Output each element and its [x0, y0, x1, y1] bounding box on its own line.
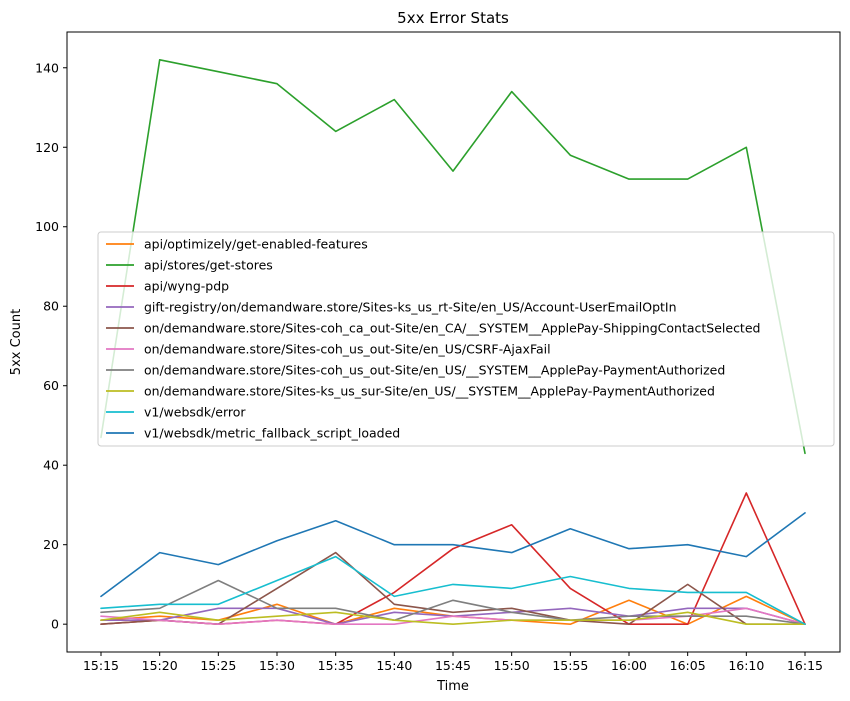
x-axis-title: Time — [436, 679, 469, 694]
x-tick-label: 15:25 — [200, 658, 236, 673]
legend-label: v1/websdk/error — [144, 405, 246, 420]
chart-title: 5xx Error Stats — [397, 9, 509, 27]
x-tick-label: 15:50 — [494, 658, 530, 673]
legend-label: on/demandware.store/Sites-coh_ca_out-Sit… — [144, 321, 760, 336]
legend-label: gift-registry/on/demandware.store/Sites-… — [144, 300, 677, 315]
y-tick-label: 20 — [43, 537, 59, 552]
y-tick-label: 100 — [35, 219, 59, 234]
legend-label: v1/websdk/metric_fallback_script_loaded — [144, 426, 400, 441]
y-tick-label: 60 — [43, 378, 59, 393]
y-tick-label: 140 — [35, 60, 59, 75]
legend-label: on/demandware.store/Sites-coh_us_out-Sit… — [144, 363, 725, 378]
x-tick-label: 16:00 — [611, 658, 647, 673]
legend-box — [97, 231, 835, 447]
legend-label: api/optimizely/get-enabled-features — [144, 237, 368, 252]
y-tick-label: 80 — [43, 299, 59, 314]
y-tick-label: 120 — [35, 140, 59, 155]
y-tick-label: 0 — [51, 617, 59, 632]
x-tick-label: 15:35 — [318, 658, 354, 673]
x-tick-label: 16:05 — [670, 658, 706, 673]
legend-label: on/demandware.store/Sites-ks_us_sur-Site… — [144, 384, 715, 399]
x-tick-label: 15:40 — [376, 658, 412, 673]
y-axis: 0 20 40 60 80 100 120 140 — [35, 60, 67, 632]
series-line-2 — [100, 58, 806, 455]
series-line-7 — [100, 579, 806, 626]
legend-label: api/wyng-pdp — [144, 279, 229, 294]
x-tick-label: 15:15 — [83, 658, 119, 673]
x-tick-label: 16:10 — [728, 658, 764, 673]
x-tick-label: 16:15 — [787, 658, 823, 673]
series-line-8 — [100, 611, 806, 626]
series-layer — [100, 58, 806, 626]
x-tick-label: 15:20 — [142, 658, 178, 673]
legend-label: api/stores/get-stores — [144, 258, 273, 273]
y-axis-title: 5xx Count — [9, 309, 24, 375]
x-tick-label: 15:30 — [259, 658, 295, 673]
legend: api/optimizely/get-enabled-features api/s… — [97, 231, 835, 447]
x-tick-label: 15:55 — [552, 658, 588, 673]
x-axis: 15:15 15:20 15:25 15:30 15:35 15:40 15:45 15:50… — [83, 652, 823, 673]
y-tick-label: 40 — [43, 458, 59, 473]
series-line-9 — [100, 555, 806, 626]
x-tick-label: 15:45 — [435, 658, 471, 673]
series-line-10 — [100, 512, 806, 598]
legend-label: on/demandware.store/Sites-coh_us_out-Sit… — [144, 342, 551, 357]
